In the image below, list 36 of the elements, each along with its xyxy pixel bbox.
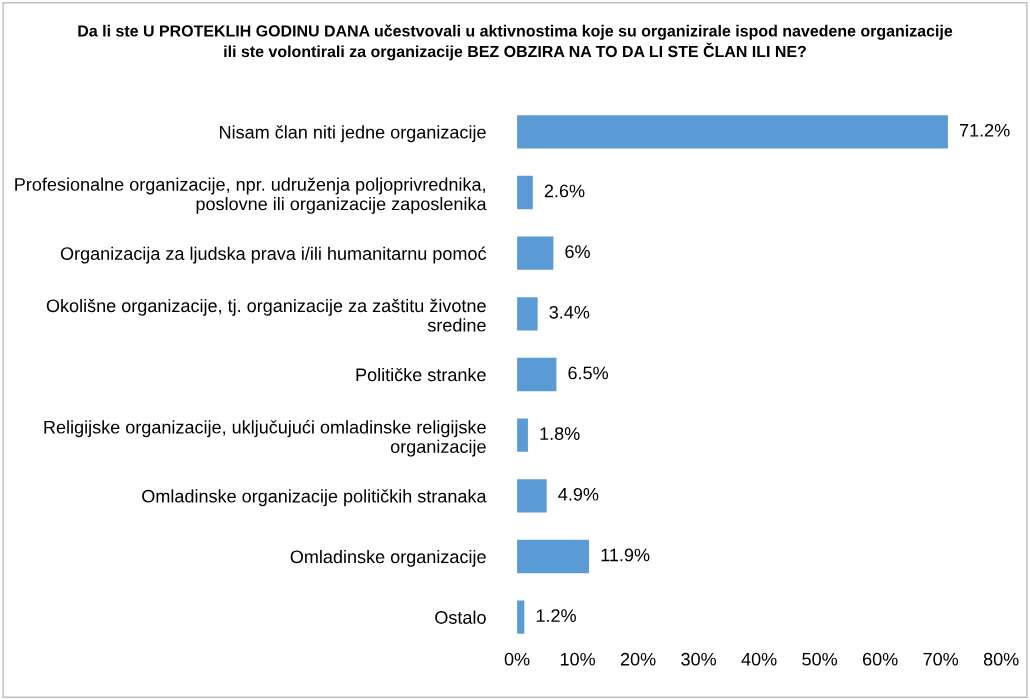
x-tick-label: 40% <box>741 652 777 666</box>
data-label: 6.5% <box>568 366 609 380</box>
x-tick-label: 20% <box>620 652 656 666</box>
y-tick-label: Okolišne organizacije, tj. organizacije za zaštitu životne sredine <box>46 298 486 332</box>
y-tick-label: Omladinske organizacije <box>290 549 486 567</box>
x-tick-label: 10% <box>560 652 595 666</box>
bar <box>517 175 533 210</box>
data-label: 1.2% <box>536 609 576 622</box>
bar <box>517 479 547 513</box>
bar <box>517 539 590 574</box>
y-tick-label: Organizacija za ljudska prava i/ili humanitarnu pomoć <box>60 246 487 264</box>
data-label: 3.4% <box>549 305 590 319</box>
bar <box>517 357 557 392</box>
y-tick-label: Religijske organizacije, uključujući omladinske religijske organizacije <box>44 420 486 457</box>
y-tick-label: Omladinske organizacije političkih stranaka <box>142 489 487 507</box>
x-tick-label: 70% <box>923 652 959 666</box>
y-tick-label: Profesionalne organizacije, npr. udruženja poljoprivrednika, poslovne ili organizacije zaposlenika <box>15 177 487 214</box>
data-label: 6% <box>565 245 590 259</box>
x-tick-label: 0% <box>504 652 530 666</box>
data-label: 71.2% <box>959 123 1010 137</box>
data-label: 4.9% <box>558 487 599 501</box>
x-tick-label: 80% <box>983 652 1019 666</box>
bar <box>517 297 538 331</box>
data-label: 1.8% <box>540 427 580 441</box>
y-tick-label: Političke stranke <box>356 367 486 382</box>
bar <box>517 418 528 452</box>
x-tick-label: 50% <box>802 652 838 666</box>
x-tick-label: 60% <box>862 652 898 666</box>
x-tick-label: 30% <box>681 652 717 666</box>
data-label: 11.9% <box>601 548 650 562</box>
data-label: 2.6% <box>544 184 585 198</box>
bar <box>517 236 554 270</box>
chart-title: Da li ste U PROTEKLIH GODINU DANA učestvovali u aktivnostima koje su organizirale ispod navedene organizacije ili ste volontirali za organizacije BEZ OBZIRA NA TO DA LI STE ČLAN ILI NE? <box>78 24 953 61</box>
y-tick-label: Nisam član niti jedne organizacije <box>220 125 486 143</box>
y-tick-label: Ostalo <box>435 610 486 624</box>
bar <box>517 115 948 149</box>
